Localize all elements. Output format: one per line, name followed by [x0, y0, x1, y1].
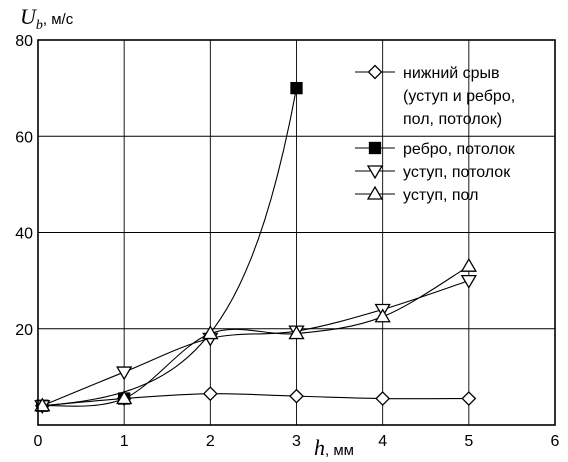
legend-label: уступ, потолок — [403, 164, 511, 181]
x-tick-label: 1 — [120, 433, 129, 450]
marker-diamond — [289, 388, 304, 404]
legend-label: ребро, потолок — [403, 141, 516, 158]
series-line — [42, 265, 470, 407]
marker-triangle-down — [460, 274, 477, 289]
marker-diamond — [202, 386, 218, 402]
y-tick-label: 40 — [15, 226, 33, 243]
legend-label: уступ, пол — [403, 187, 478, 204]
marker-triangle-up — [202, 325, 219, 340]
legend: нижний срыв (уступ и ребро, пол, потолок) р… — [355, 64, 516, 204]
y-tick-label: 60 — [15, 129, 33, 146]
y-tick-label: 20 — [15, 322, 33, 339]
legend-label: (уступ и ребро, — [403, 88, 515, 105]
series-line — [42, 393, 469, 407]
legend-label: нижний срыв — [403, 65, 500, 82]
marker-square — [368, 141, 382, 155]
x-tick-label: 6 — [551, 433, 560, 450]
series-line — [42, 280, 470, 407]
marker-square — [290, 81, 303, 95]
markers — [34, 81, 477, 415]
y-axis-label: Ub, м/с — [20, 4, 74, 33]
marker-triangle-up — [34, 397, 51, 412]
y-tick-label: 80 — [15, 33, 33, 50]
marker-diamond — [461, 391, 477, 406]
marker-triangle-up — [366, 185, 384, 200]
plot-frame — [37, 39, 556, 426]
marker-diamond — [375, 391, 391, 406]
marker-triangle-up — [288, 325, 305, 340]
marker-triangle-up — [374, 308, 391, 323]
x-tick-label: 2 — [206, 433, 215, 450]
marker-diamond — [367, 64, 383, 80]
legend-label: пол, потолок) — [403, 111, 502, 128]
x-tick-label: 3 — [292, 433, 301, 450]
x-axis-label: h, мм — [314, 435, 354, 460]
series-line — [42, 88, 298, 407]
x-tick-label: 4 — [378, 433, 387, 450]
x-tick-label: 0 — [34, 433, 43, 450]
marker-triangle-down — [116, 366, 133, 381]
marker-triangle-down — [366, 165, 384, 180]
x-tick-label: 5 — [464, 433, 473, 450]
marker-triangle-up — [116, 390, 133, 405]
tick-labels: 0 1 2 3 4 5 6 20 40 60 80 — [15, 33, 559, 450]
marker-triangle-up — [460, 257, 477, 272]
